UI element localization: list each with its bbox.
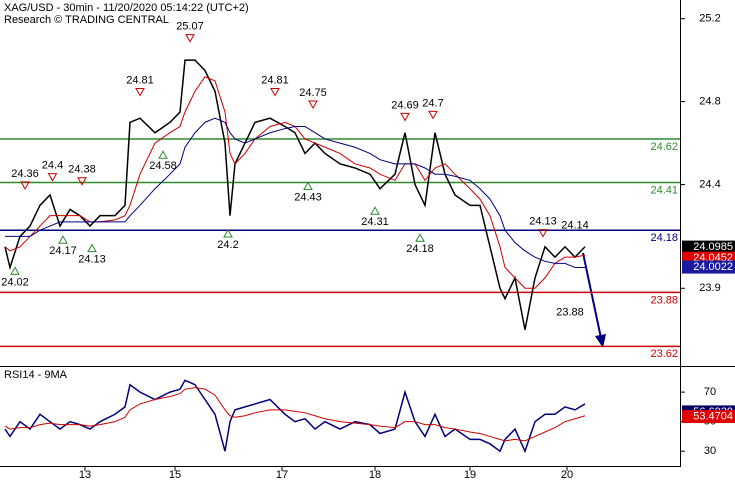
price-marker-label: 24.0022 [693,261,733,273]
level-label: 23.88 [650,294,678,306]
x-tick-label: 19 [464,469,476,480]
high-marker [538,229,548,238]
x-tick-label: 15 [169,469,181,480]
annotation-label: 24.75 [299,87,327,99]
line-series [4,379,586,454]
line-series [5,117,585,269]
x-tick-label: 20 [561,469,573,480]
projection-arrowhead [595,334,606,348]
price-marker-label: 24.0985 [693,241,733,253]
projection-arrow [582,252,602,339]
annotation-label: 24.13 [78,253,106,265]
y-tick-label: 25.2 [699,13,720,25]
x-tick-label: 17 [276,469,288,480]
annotation-label: 24.18 [406,243,434,255]
rsi-title: RSI14 - 9MA [4,369,68,381]
annotation-label: 24.69 [391,99,419,111]
annotation-label: 24.02 [1,276,29,288]
low-marker [58,235,68,244]
price-marker-box [682,410,735,424]
y-tick-label: 24.4 [699,178,720,190]
price-marker-label: 53.4704 [693,410,733,422]
high-marker [185,34,195,43]
low-marker [223,229,233,238]
annotation-label: 24.31 [361,216,389,228]
low-marker [303,181,313,190]
low-marker [10,266,20,275]
annotation-label: 24.81 [126,74,154,86]
high-marker [428,110,438,120]
high-marker [135,88,145,97]
high-marker [47,173,58,182]
annotation-label: 24.36 [11,168,39,180]
annotation-label: 24.4 [42,159,63,171]
high-marker [270,88,280,97]
annotation-label: 23.88 [556,306,584,318]
annotation-label: 24.7 [422,97,443,109]
annotation-label: 24.58 [149,160,177,172]
high-marker [20,181,30,190]
y-tick-label: 23.9 [699,282,720,294]
annotation-label: 24.14 [561,219,589,231]
annotation-label: 24.81 [261,74,289,86]
x-tick-label: 18 [369,469,381,480]
low-marker [87,243,97,253]
level-label: 24.41 [650,184,678,196]
low-marker [370,206,380,215]
annotation-label: 24.13 [529,215,557,227]
annotation-label: 24.2 [217,239,238,251]
chart-title: XAG/USD - 30min - 11/20/2020 05:14:22 (U… [4,2,249,14]
price-marker-box [682,240,735,254]
annotation-label: 25.07 [176,21,204,33]
rsi-y-tick-label: 70 [704,386,716,398]
level-label: 24.18 [650,232,678,244]
annotation-label: 24.38 [68,164,96,176]
line-series [4,387,586,442]
high-marker [308,100,318,109]
low-marker [158,150,168,159]
price-marker-box [682,260,735,274]
rsi-y-tick-label: 30 [704,445,716,457]
high-marker [77,177,87,186]
annotation-label: 24.17 [49,245,77,257]
high-marker [400,112,410,122]
y-tick-label: 24.8 [699,96,720,108]
chart-subtitle: Research © TRADING CENTRAL [4,14,169,26]
line-series [4,59,586,330]
x-tick-label: 13 [79,469,91,480]
low-marker [415,233,425,242]
annotation-label: 24.43 [294,191,322,203]
level-label: 24.62 [650,141,678,153]
level-label: 23.62 [650,348,678,360]
